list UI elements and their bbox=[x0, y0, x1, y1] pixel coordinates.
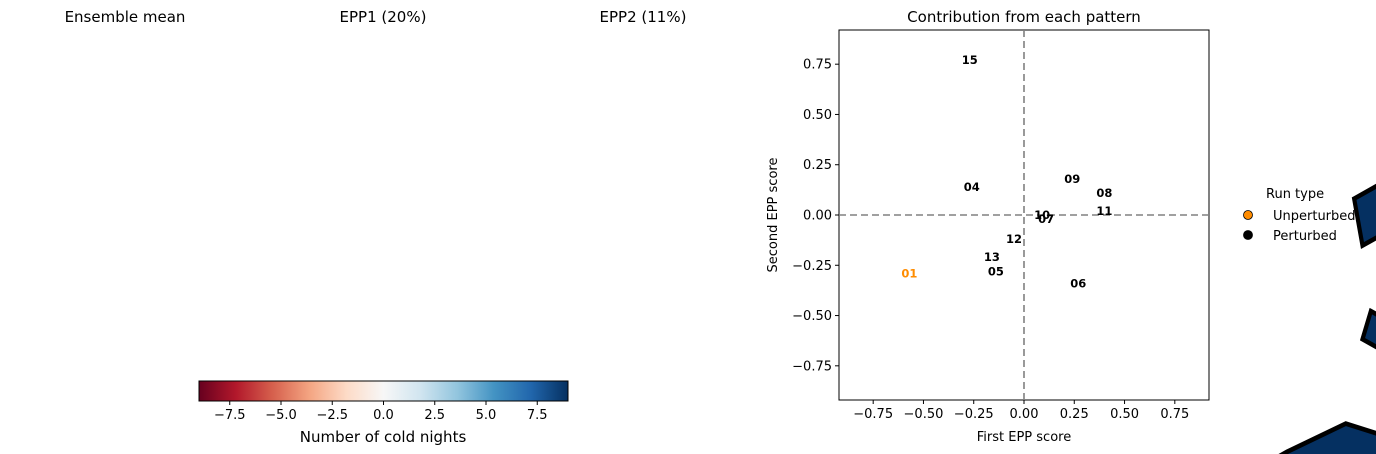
point-label-01: 01 bbox=[901, 266, 917, 280]
x-tick-label: 0.50 bbox=[1110, 407, 1139, 422]
x-axis-label: First EPP score bbox=[977, 430, 1071, 445]
y-tick-label: 0.00 bbox=[803, 209, 832, 224]
y-tick-label: −0.25 bbox=[792, 259, 832, 274]
y-tick-label: 0.25 bbox=[803, 158, 832, 173]
x-tick-label: −0.25 bbox=[954, 407, 994, 422]
legend-marker-unperturbed bbox=[1243, 210, 1253, 220]
map-title-epp2: EPP2 (11%) bbox=[600, 8, 687, 26]
legend-label-unperturbed: Unperturbed bbox=[1273, 209, 1356, 224]
colorbar-tick-label: −5.0 bbox=[265, 408, 297, 423]
y-tick-label: −0.75 bbox=[792, 359, 832, 374]
y-tick-label: −0.50 bbox=[792, 309, 832, 324]
x-tick-label: 0.00 bbox=[1010, 407, 1039, 422]
legend-label-perturbed: Perturbed bbox=[1273, 229, 1337, 244]
y-axis-label: Second EPP score bbox=[766, 158, 781, 273]
legend: Run type Unperturbed Perturbed bbox=[1243, 187, 1356, 244]
point-label-13: 13 bbox=[984, 250, 1000, 264]
x-tick-label: 0.75 bbox=[1160, 407, 1189, 422]
point-label-09: 09 bbox=[1064, 172, 1080, 186]
colorbar-gradient bbox=[198, 380, 569, 402]
colorbar-tick-label: 7.5 bbox=[527, 408, 548, 423]
point-label-10: 10 bbox=[1034, 208, 1050, 222]
map-title-epp1: EPP1 (20%) bbox=[340, 8, 427, 26]
colorbar-tick-label: 2.5 bbox=[424, 408, 445, 423]
point-label-05: 05 bbox=[988, 264, 1004, 278]
y-tick-label: 0.75 bbox=[803, 58, 832, 73]
colorbar-tick-label: 0.0 bbox=[373, 408, 394, 423]
x-tick-label: −0.75 bbox=[853, 407, 893, 422]
y-tick-label: 0.50 bbox=[803, 108, 832, 123]
colorbar-label: Number of cold nights bbox=[300, 428, 467, 446]
scatter-title: Contribution from each pattern bbox=[907, 8, 1141, 26]
x-tick-label: 0.25 bbox=[1060, 407, 1089, 422]
legend-marker-perturbed bbox=[1243, 230, 1253, 240]
colorbar-tick-label: −2.5 bbox=[316, 408, 348, 423]
point-label-11: 11 bbox=[1096, 204, 1112, 218]
colorbar-tick-label: −7.5 bbox=[214, 408, 246, 423]
point-label-04: 04 bbox=[964, 180, 980, 194]
scatter-plot: −0.75 −0.50 −0.25 0.00 0.25 0.50 0.75 −0.75 −0.… bbox=[792, 29, 1210, 422]
point-label-12: 12 bbox=[1006, 232, 1022, 246]
map-title-ensemble-mean: Ensemble mean bbox=[65, 8, 186, 26]
point-label-08: 08 bbox=[1096, 186, 1112, 200]
legend-title: Run type bbox=[1266, 187, 1324, 202]
colorbar-tick-label: 5.0 bbox=[476, 408, 497, 423]
point-label-06: 06 bbox=[1070, 276, 1086, 290]
colorbar: −7.5 −5.0 −2.5 0.0 2.5 5.0 7.5 Number of cold … bbox=[198, 380, 569, 446]
point-label-15: 15 bbox=[962, 53, 978, 67]
point-label-07: 07 bbox=[1038, 212, 1054, 226]
x-tick-label: −0.50 bbox=[904, 407, 944, 422]
